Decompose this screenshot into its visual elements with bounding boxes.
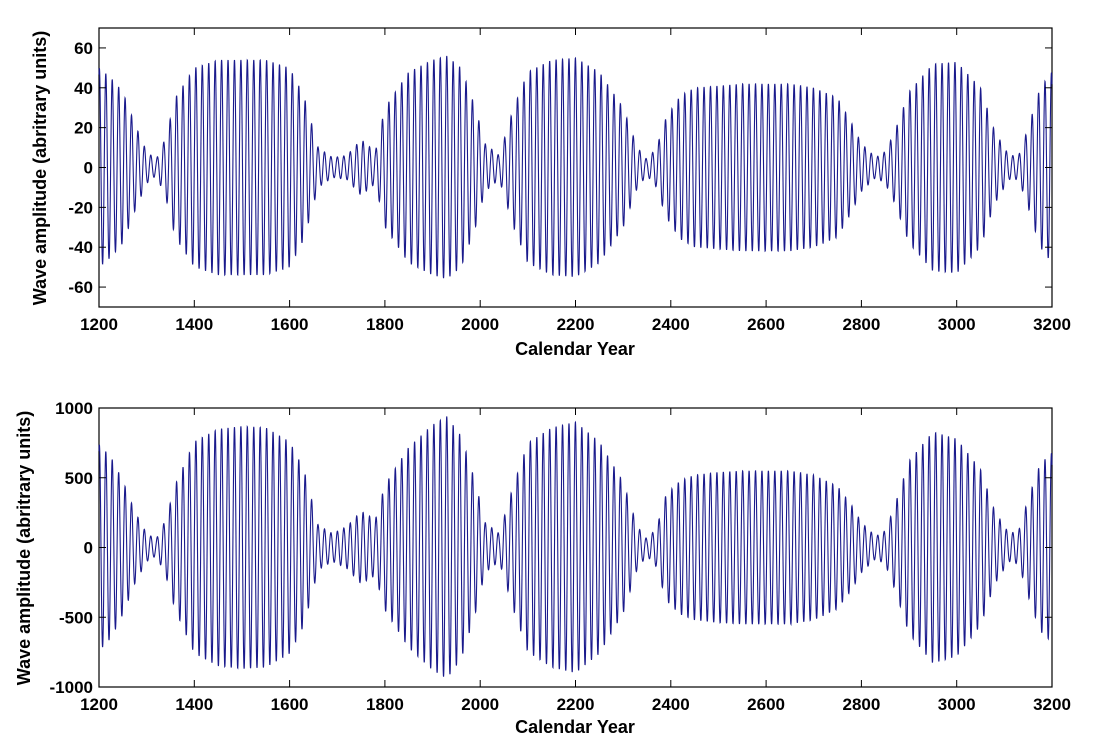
top-y-tick-label: 40 (74, 79, 93, 98)
bottom-y-tick-label: 1000 (55, 399, 93, 418)
bottom-y-axis-title: Wave amplitude (abritrary units) (14, 411, 34, 685)
bottom-x-tick-label: 1200 (80, 695, 118, 714)
top-y-tick-label: -40 (68, 238, 93, 257)
bottom-y-tick-label: 0 (84, 539, 93, 558)
bottom-x-tick-label: 1600 (271, 695, 309, 714)
bottom-x-tick-label: 2600 (747, 695, 785, 714)
bottom-x-tick-label: 1400 (175, 695, 213, 714)
top-series-line-0 (98, 55, 1053, 279)
top-y-tick-label: 60 (74, 39, 93, 58)
top-x-tick-label: 3200 (1033, 315, 1071, 334)
bottom-x-tick-label: 2200 (557, 695, 595, 714)
bottom-series-line-0 (98, 416, 1053, 677)
top-x-tick-label: 1200 (80, 315, 118, 334)
bottom-x-tick-label: 3200 (1033, 695, 1071, 714)
top-x-tick-label: 2400 (652, 315, 690, 334)
bottom-y-tick-label: -500 (59, 608, 93, 627)
bottom-series-group (98, 416, 1053, 677)
top-x-tick-label: 2200 (557, 315, 595, 334)
bottom-x-tick-label: 2000 (461, 695, 499, 714)
bottom-y-tick-label: -1000 (50, 678, 93, 697)
top-x-tick-label: 1600 (271, 315, 309, 334)
top-y-tick-label: 20 (74, 119, 93, 138)
top-y-axis-title: Wave amplitude (abritrary units) (30, 31, 50, 305)
top-x-tick-label: 2600 (747, 315, 785, 334)
top-y-tick-label: -20 (68, 198, 93, 217)
top-series-group (98, 55, 1053, 279)
top-x-tick-label: 1400 (175, 315, 213, 334)
top-panel: 1200 1400 1600 1800 2000 2200 2400 2600 2800 3000… (30, 27, 1071, 359)
bottom-panel: 1200 1400 1600 1800 2000 2200 2400 2600 2800 3000… (14, 399, 1071, 737)
top-axes-group: 1200 1400 1600 1800 2000 2200 2400 2600 2800 3000… (68, 28, 1071, 334)
top-x-tick-label: 2800 (842, 315, 880, 334)
bottom-x-axis-title: Calendar Year (515, 717, 635, 737)
bottom-x-tick-label: 2400 (652, 695, 690, 714)
top-x-tick-label: 1800 (366, 315, 404, 334)
bottom-y-tick-label: 500 (65, 469, 93, 488)
top-y-tick-label: 0 (84, 159, 93, 178)
top-x-tick-label: 2000 (461, 315, 499, 334)
bottom-x-tick-label: 1800 (366, 695, 404, 714)
bottom-x-tick-label: 2800 (842, 695, 880, 714)
bottom-axes-group: 1200 1400 1600 1800 2000 2200 2400 2600 2800 3000… (50, 399, 1071, 714)
top-y-tick-label: -60 (68, 278, 93, 297)
top-x-tick-label: 3000 (938, 315, 976, 334)
top-x-axis-title: Calendar Year (515, 339, 635, 359)
bottom-x-tick-label: 3000 (938, 695, 976, 714)
